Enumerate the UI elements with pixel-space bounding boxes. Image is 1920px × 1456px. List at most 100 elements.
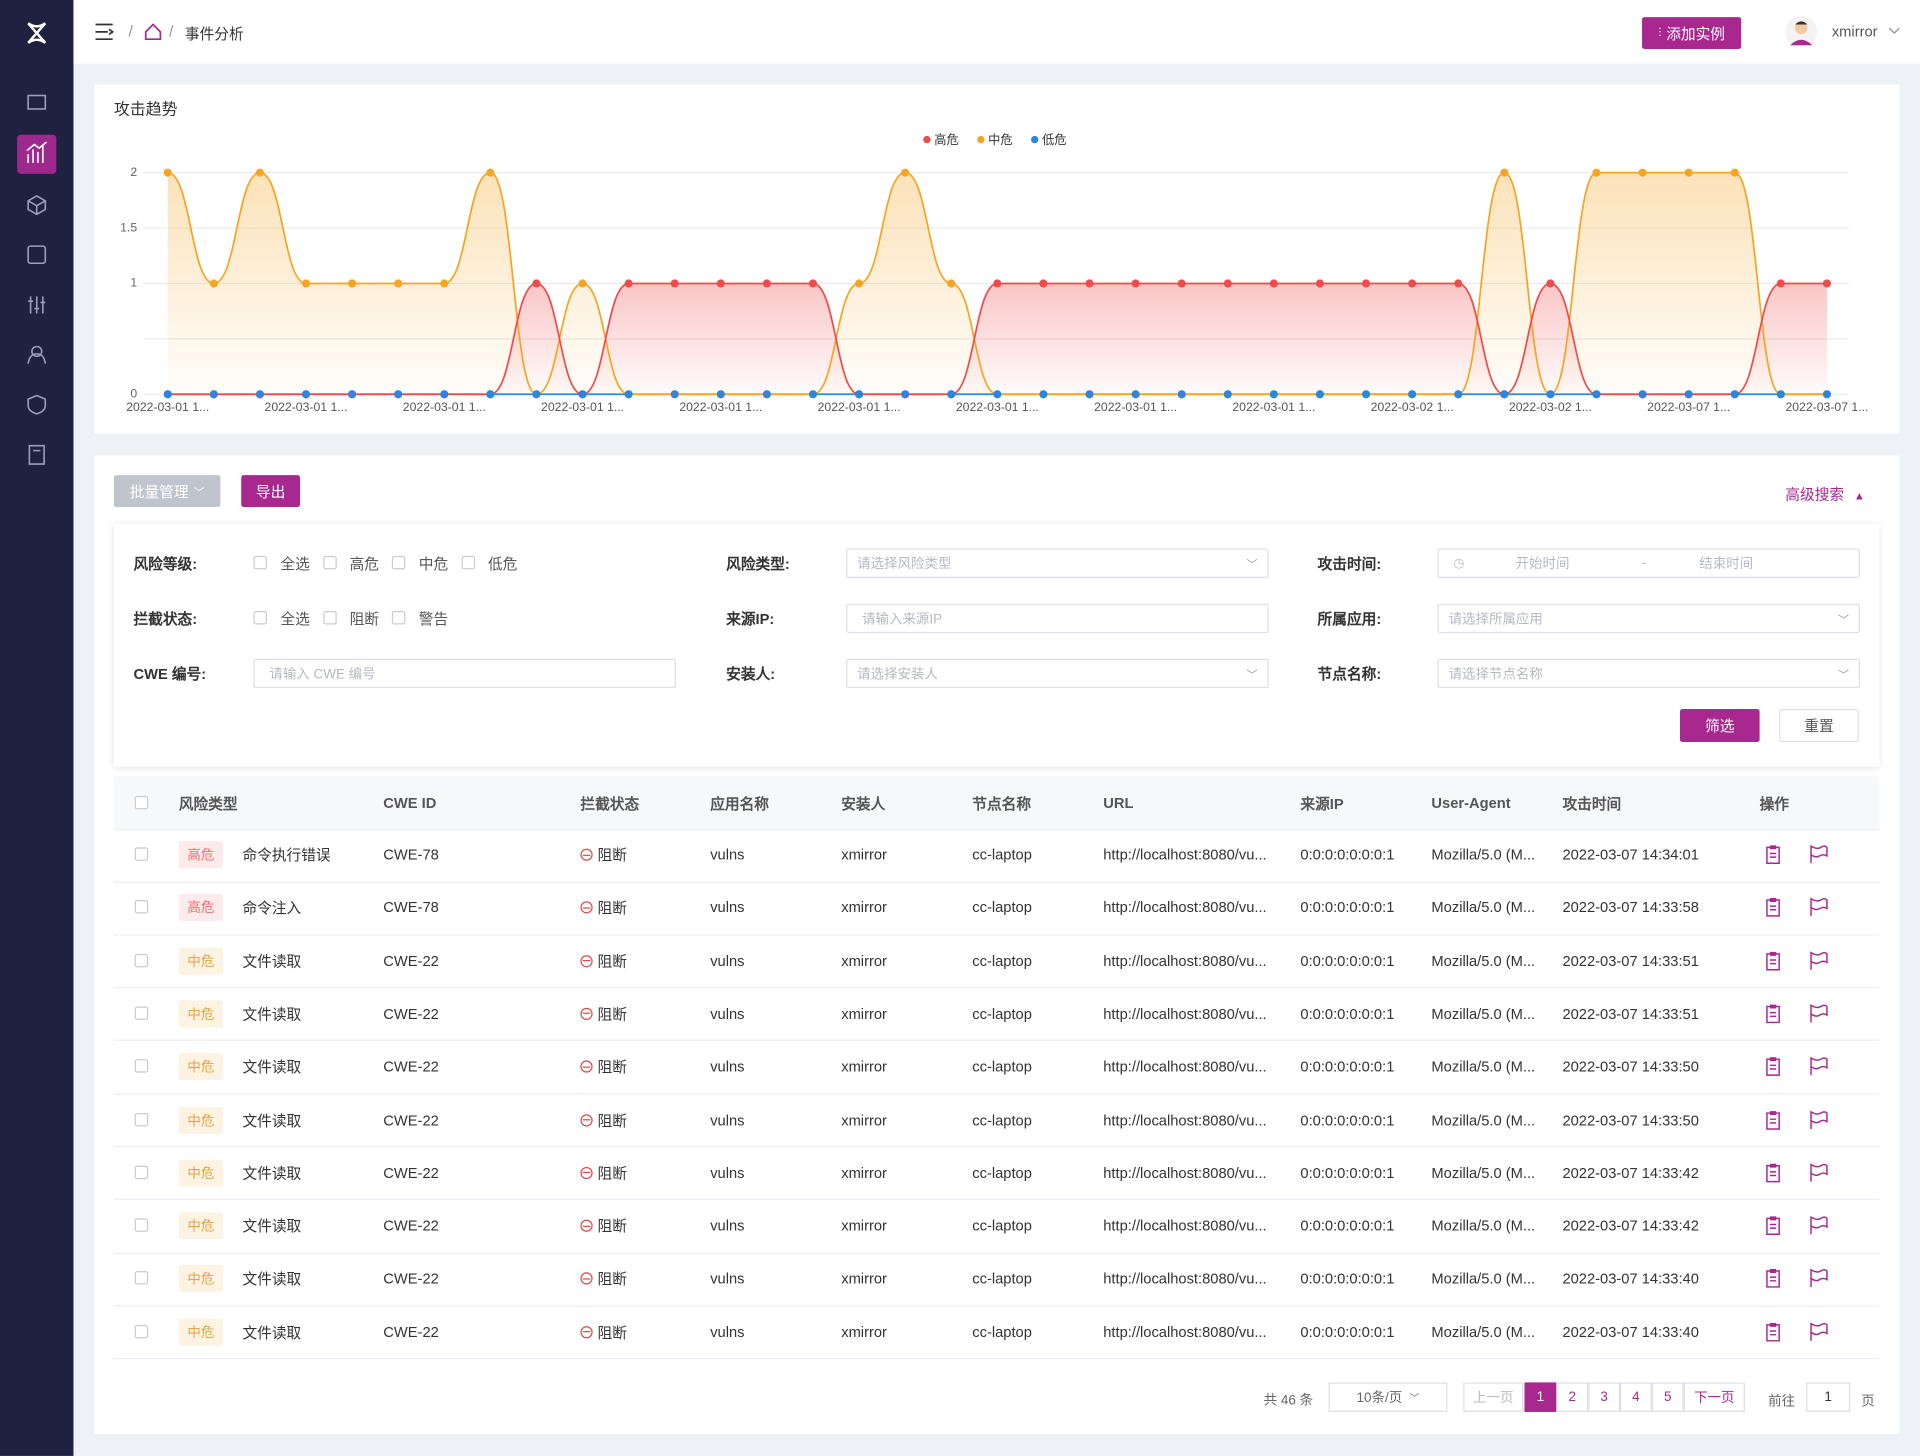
status: 阻断 bbox=[597, 1058, 627, 1076]
source-ip-input[interactable]: 请输入来源IP bbox=[846, 603, 1269, 634]
nav-icon[interactable] bbox=[28, 444, 45, 465]
point bbox=[440, 390, 449, 399]
flag-icon[interactable] bbox=[1810, 1056, 1828, 1076]
detail-icon[interactable] bbox=[1766, 1004, 1780, 1024]
app-select[interactable]: 请选择所属应用 ﹀ bbox=[1437, 603, 1860, 634]
checkbox[interactable] bbox=[134, 953, 149, 967]
total: 共 46 条 bbox=[1263, 1393, 1314, 1409]
checkbox[interactable] bbox=[134, 1324, 149, 1338]
column-header: CWE ID bbox=[383, 794, 437, 812]
page-button[interactable]: 4 bbox=[1620, 1382, 1652, 1412]
filter-button[interactable]: 筛选 bbox=[1680, 708, 1760, 743]
checkbox[interactable] bbox=[134, 1271, 149, 1285]
node-select[interactable]: 请选择节点名称 ﹀ bbox=[1437, 658, 1860, 689]
checkbox[interactable] bbox=[253, 555, 267, 570]
goto-input[interactable]: 1 bbox=[1806, 1382, 1851, 1412]
batch-button[interactable]: 批量管理 ﹀ bbox=[113, 475, 221, 507]
cell: vulns bbox=[710, 846, 745, 864]
nav-icon[interactable] bbox=[27, 195, 47, 216]
checkbox[interactable] bbox=[134, 1059, 149, 1073]
detail-icon[interactable] bbox=[1766, 898, 1780, 918]
nav-icon[interactable] bbox=[27, 394, 47, 415]
clock-icon: ◷ bbox=[1453, 556, 1465, 570]
date-range[interactable]: ◷ 开始时间 - 结束时间 bbox=[1437, 548, 1860, 578]
point bbox=[947, 390, 956, 399]
x-tick-label: 2022-03-01 1... bbox=[1232, 400, 1315, 414]
legend-marker bbox=[1031, 135, 1039, 144]
start-time: 开始时间 bbox=[1515, 557, 1570, 572]
page-button[interactable]: 1 bbox=[1524, 1382, 1557, 1412]
export-button[interactable]: 导出 bbox=[241, 475, 300, 507]
nav-icon[interactable] bbox=[27, 94, 47, 110]
filter-label: 安装人: bbox=[726, 665, 776, 683]
nav-icon[interactable] bbox=[27, 345, 47, 364]
detail-icon[interactable] bbox=[1766, 1057, 1780, 1077]
flag-icon[interactable] bbox=[1810, 844, 1828, 864]
breadcrumb: 事件分析 bbox=[184, 25, 244, 43]
cell: 0:0:0:0:0:0:0:1 bbox=[1300, 1270, 1395, 1288]
checkbox[interactable] bbox=[322, 611, 337, 625]
status: 阻断 bbox=[597, 952, 627, 970]
checkbox[interactable] bbox=[134, 1165, 149, 1179]
checkbox[interactable] bbox=[134, 847, 149, 861]
cell: 文件读取 bbox=[242, 1005, 302, 1023]
level-tag: 中危 bbox=[178, 1000, 223, 1028]
checkbox[interactable] bbox=[134, 1006, 149, 1020]
row-actions bbox=[1766, 1056, 1828, 1077]
detail-icon[interactable] bbox=[1766, 1216, 1780, 1236]
detail-icon[interactable] bbox=[1766, 951, 1780, 971]
risk-type-select[interactable]: 请选择风险类型 ﹀ bbox=[846, 548, 1269, 578]
advanced-search[interactable]: 高级搜索 ▲ bbox=[1785, 484, 1865, 505]
nav-icon[interactable] bbox=[28, 296, 46, 314]
add-button[interactable]: ⫶ 添加实例 bbox=[1642, 17, 1742, 49]
cell: 0:0:0:0:0:0:0:1 bbox=[1300, 952, 1395, 970]
checkbox[interactable] bbox=[134, 900, 149, 914]
flag-icon[interactable] bbox=[1810, 1109, 1828, 1129]
detail-icon[interactable] bbox=[1766, 1322, 1780, 1342]
page-size[interactable]: 10条/页 ﹀ bbox=[1328, 1382, 1448, 1412]
point bbox=[1546, 390, 1555, 399]
cell: 2022-03-07 14:33:42 bbox=[1562, 1164, 1699, 1182]
installer-select[interactable]: 请选择安装人 ﹀ bbox=[846, 658, 1269, 689]
flag-icon[interactable] bbox=[1810, 897, 1828, 917]
checkbox[interactable] bbox=[391, 611, 406, 625]
detail-icon[interactable] bbox=[1766, 1269, 1780, 1289]
checkbox[interactable] bbox=[253, 611, 267, 625]
checkbox[interactable] bbox=[134, 795, 149, 810]
cell: 0:0:0:0:0:0:0:1 bbox=[1300, 846, 1395, 864]
home-icon[interactable] bbox=[144, 23, 162, 41]
flag-icon[interactable] bbox=[1810, 950, 1828, 970]
cell: 0:0:0:0:0:0:0:1 bbox=[1300, 1164, 1395, 1182]
flag-icon[interactable] bbox=[1810, 1215, 1828, 1235]
cell: cc-laptop bbox=[972, 1323, 1032, 1341]
x-tick-label: 2022-03-01 1... bbox=[403, 400, 486, 414]
checkbox[interactable] bbox=[134, 1218, 149, 1232]
checkbox[interactable] bbox=[134, 1112, 149, 1126]
detail-icon[interactable] bbox=[1766, 1163, 1780, 1183]
checkbox[interactable] bbox=[322, 555, 337, 570]
flag-icon[interactable] bbox=[1810, 1162, 1828, 1182]
flag-icon[interactable] bbox=[1810, 1003, 1828, 1023]
next-button[interactable]: 下一页 bbox=[1683, 1382, 1745, 1412]
detail-icon[interactable] bbox=[1766, 1110, 1780, 1130]
page-button[interactable]: 5 bbox=[1651, 1382, 1684, 1412]
menu-icon[interactable] bbox=[95, 23, 115, 41]
checkbox[interactable] bbox=[391, 555, 406, 570]
flag-icon[interactable] bbox=[1810, 1268, 1828, 1288]
x-tick-label: 2022-03-02 1... bbox=[1371, 400, 1454, 414]
separator: / bbox=[169, 24, 174, 41]
flag-icon[interactable] bbox=[1810, 1321, 1828, 1341]
checkbox[interactable] bbox=[461, 555, 475, 570]
nav-icon[interactable] bbox=[26, 141, 48, 163]
cwe-input[interactable]: 请输入 CWE 编号 bbox=[253, 658, 676, 689]
page-button[interactable]: 2 bbox=[1556, 1382, 1589, 1412]
detail-icon[interactable] bbox=[1766, 845, 1780, 864]
cell: xmirror bbox=[841, 1111, 887, 1129]
prev-button[interactable]: 上一页 bbox=[1463, 1382, 1524, 1412]
nav-active[interactable] bbox=[17, 134, 57, 174]
user-name[interactable]: xmirror bbox=[1831, 23, 1878, 41]
nav-icon[interactable] bbox=[27, 245, 47, 265]
point bbox=[255, 168, 264, 177]
page-button[interactable]: 3 bbox=[1588, 1382, 1620, 1412]
reset-button[interactable]: 重置 bbox=[1779, 708, 1859, 743]
